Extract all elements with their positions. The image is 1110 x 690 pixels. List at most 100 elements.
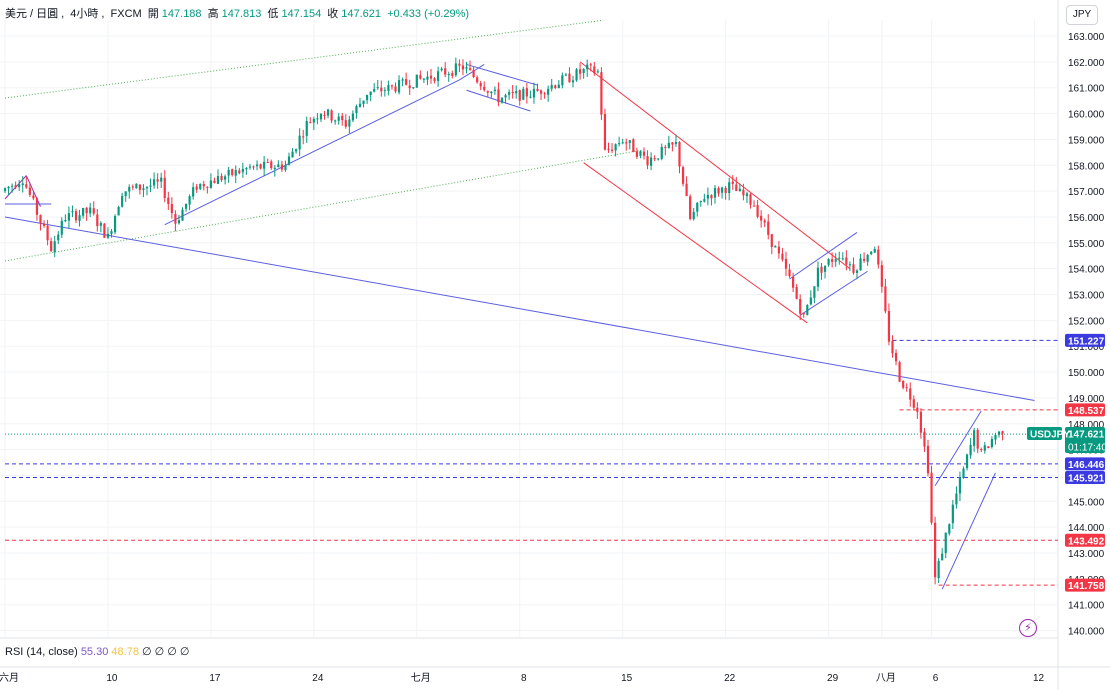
candle-body: [525, 88, 528, 97]
price-tag: 148.537: [1068, 406, 1105, 417]
candle-body: [589, 64, 592, 66]
candle-body: [160, 177, 163, 182]
candle-body: [880, 265, 883, 287]
lightning-icon[interactable]: ⚡: [1019, 619, 1037, 637]
candle-body: [18, 184, 21, 188]
y-tick-label: 153.000: [1068, 291, 1105, 302]
candle-body: [316, 118, 319, 120]
candle-body: [245, 168, 248, 170]
candle-body: [579, 69, 582, 74]
candle-body: [366, 94, 369, 101]
candle-body: [937, 560, 940, 579]
candle-body: [681, 167, 685, 184]
candle-body: [89, 207, 92, 214]
candle-body: [181, 209, 184, 221]
candle-body: [167, 197, 170, 204]
x-tick-label: 六月: [0, 672, 19, 684]
candle-body: [926, 445, 930, 474]
candle-body: [170, 203, 173, 214]
candle-body: [760, 215, 763, 221]
candle-body: [813, 286, 816, 298]
candle-body: [774, 246, 777, 248]
dotted-line: [4, 149, 645, 262]
y-tick-label: 150.000: [1068, 368, 1105, 379]
candle-body: [468, 68, 472, 70]
candle-body: [703, 199, 706, 202]
candle-body: [397, 80, 401, 93]
candle-body: [405, 79, 408, 85]
candle-body: [831, 259, 834, 262]
candle-body: [355, 106, 358, 114]
y-tick-label: 143.000: [1068, 549, 1105, 560]
y-tick-label: 160.000: [1068, 110, 1105, 121]
x-tick-label: 24: [312, 673, 324, 684]
candle-body: [671, 142, 674, 145]
candle-body: [25, 184, 28, 188]
candle-body: [603, 114, 607, 150]
symbol-tag-bg: [1027, 427, 1062, 441]
candle-body: [390, 85, 394, 87]
candle-body: [35, 198, 39, 215]
candle-body: [731, 181, 734, 184]
candle-body: [351, 113, 354, 121]
y-tick-label: 161.000: [1068, 84, 1105, 95]
candle-body: [877, 249, 880, 265]
candle-body: [934, 522, 937, 578]
candle-body: [124, 191, 127, 196]
y-tick-label: 144.000: [1068, 523, 1105, 534]
candle-body: [955, 493, 958, 505]
candle-body: [575, 69, 578, 81]
candle-body: [500, 97, 504, 103]
candle-body: [607, 148, 610, 150]
x-tick-label: 12: [1033, 673, 1045, 684]
candle-body: [447, 74, 450, 76]
candle-body: [458, 63, 461, 66]
candle-body: [259, 164, 262, 169]
trend-line: [934, 410, 982, 487]
candle-body: [905, 387, 908, 389]
rsi-value: 55.30: [80, 646, 109, 658]
candle-body: [380, 87, 383, 92]
pair-name[interactable]: 美元 / 日圓: [5, 8, 59, 20]
x-tick-label: 15: [621, 673, 633, 684]
candle-body: [32, 195, 35, 199]
candle-body: [632, 139, 635, 153]
interval-label[interactable]: 4小時: [70, 8, 99, 20]
candle-body: [312, 118, 315, 123]
candle-body: [795, 286, 798, 299]
candle-body: [767, 221, 770, 235]
currency-button[interactable]: JPY: [1066, 5, 1098, 25]
candle-body: [518, 90, 521, 101]
y-tick-label: 152.000: [1068, 316, 1105, 327]
candle-body: [401, 79, 404, 81]
trend-line: [941, 472, 996, 590]
change-value: +0.433 (+0.29%): [387, 8, 470, 20]
candle-body: [369, 91, 372, 96]
candle-body: [965, 454, 969, 469]
candle-body: [426, 76, 429, 80]
candle-body: [99, 222, 102, 226]
candle-body: [508, 92, 511, 95]
candle-body: [568, 73, 571, 83]
candle-body: [788, 269, 791, 277]
candle-body: [973, 430, 976, 446]
candle-body: [923, 431, 926, 447]
candle-body: [309, 121, 312, 123]
candle-body: [916, 407, 919, 412]
candle-body: [387, 84, 390, 91]
candle-body: [490, 91, 493, 94]
candle-body: [891, 340, 894, 354]
candle-body: [550, 84, 553, 89]
candle-body: [958, 477, 962, 494]
candle-body: [231, 169, 234, 175]
time-axis[interactable]: 六月 10 17 24 七月 8 15 22 29 八月 6 12: [0, 672, 1044, 684]
candle-body: [192, 187, 195, 197]
candle-body: [816, 267, 820, 287]
candle-body: [884, 286, 887, 312]
candle-body: [234, 170, 237, 176]
trend-line: [25, 175, 41, 207]
candle-body: [997, 431, 1001, 435]
rsi-legend[interactable]: RSI (14, close) 55.30 48.78 ∅ ∅ ∅ ∅: [5, 645, 190, 658]
